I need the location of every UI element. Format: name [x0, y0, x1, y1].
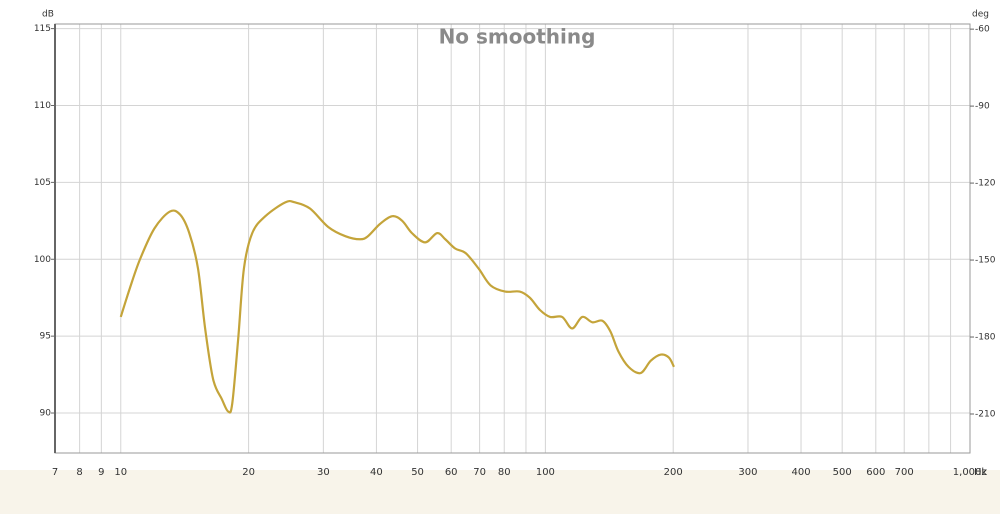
chart-background — [0, 0, 1000, 470]
x-tick-label: 7 — [52, 467, 58, 478]
y-tick-label: 105 — [34, 178, 51, 188]
x-tick-label: 50 — [411, 467, 424, 478]
y2-tick-label: -150 — [975, 256, 996, 266]
x-tick-label: 9 — [98, 467, 104, 478]
y-tick-label: 115 — [34, 24, 51, 34]
y2-tick-label: -210 — [975, 410, 996, 420]
y-tick-label: 100 — [34, 255, 51, 265]
response-line — [119, 199, 675, 414]
x-tick-label: 700 — [895, 467, 914, 478]
y2-axis-label: deg — [972, 10, 989, 20]
x-tick-label: 300 — [738, 467, 757, 478]
status-strip — [0, 470, 1000, 514]
x-tick-label: 8 — [76, 467, 82, 478]
y-tick-label: 95 — [40, 332, 51, 342]
x-tick-label: 400 — [791, 467, 810, 478]
y2-tick-label: -120 — [975, 179, 996, 189]
y-axis-label: dB — [42, 10, 54, 20]
x-unit-label: Hz — [974, 467, 987, 478]
y2-tick-label: -180 — [975, 333, 996, 343]
x-tick-label: 20 — [242, 467, 255, 478]
x-tick-label: 600 — [866, 467, 885, 478]
x-tick-label: 40 — [370, 467, 383, 478]
x-tick-label: 70 — [473, 467, 486, 478]
y-tick-label: 90 — [40, 409, 52, 419]
x-tick-label: 30 — [317, 467, 330, 478]
x-tick-label: 10 — [114, 467, 127, 478]
y2-tick-label: -90 — [975, 102, 990, 112]
x-tick-label: 60 — [445, 467, 458, 478]
x-tick-label: 80 — [498, 467, 511, 478]
x-tick-label: 200 — [664, 467, 683, 478]
x-tick-label: 500 — [833, 467, 852, 478]
y-tick-label: 110 — [34, 101, 51, 111]
y2-tick-label: -60 — [975, 25, 990, 35]
x-tick-label: 100 — [536, 467, 555, 478]
chart-title: No smoothing — [439, 25, 596, 49]
x-tick-label: 1,000k — [953, 467, 988, 478]
